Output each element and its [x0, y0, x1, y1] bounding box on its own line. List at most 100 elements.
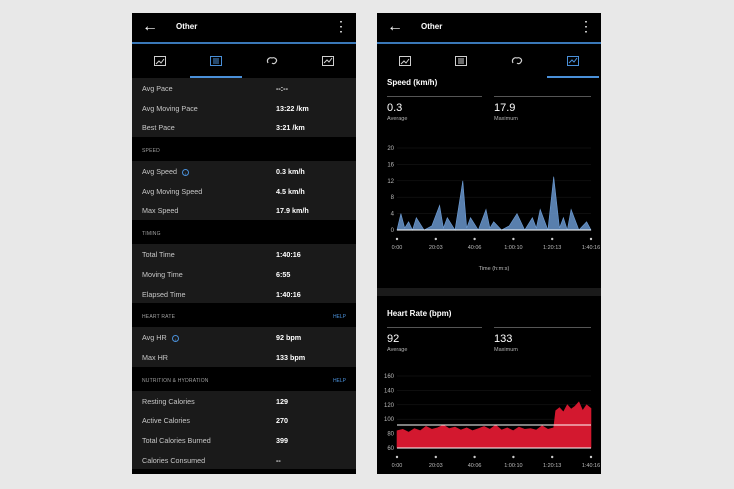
y-tick-label: 16 — [387, 162, 394, 168]
section-header-heart-rate: HEART RATE HELP — [132, 303, 356, 328]
tab-laps[interactable] — [489, 44, 545, 78]
stat-label: Active Calories — [142, 416, 190, 426]
section-title: NUTRITION & HYDRATION — [142, 377, 209, 384]
stat-value: 1:40:16 — [276, 289, 301, 299]
x-tick-marker — [512, 455, 515, 459]
hr-chart-title: Heart Rate (bpm) — [387, 309, 452, 318]
list-icon — [455, 56, 467, 66]
x-tick-label: 40:06 — [468, 463, 482, 469]
help-link[interactable]: HELP — [332, 377, 346, 384]
app-bar-divider — [377, 42, 601, 44]
stat-label: Best Pace — [142, 123, 175, 133]
stat-value: 17.9 — [494, 102, 516, 114]
x-tick-label: 1:00:10 — [504, 245, 522, 251]
y-tick-label: 8 — [391, 195, 395, 201]
charts-panel: Speed (km/h) 0.3 Average 17.9 Maximum 0 4… — [377, 78, 601, 474]
tab-stats[interactable] — [188, 44, 244, 78]
y-tick-label: 60 — [387, 446, 394, 452]
stat-value: 0.3 — [387, 102, 403, 114]
page-title: Other — [421, 22, 443, 31]
tab-charts[interactable] — [545, 44, 601, 78]
tab-charts[interactable] — [300, 44, 356, 78]
image-icon — [399, 56, 411, 66]
series-area — [396, 401, 592, 449]
x-tick-label: 1:40:16 — [582, 245, 600, 251]
section-header-speed: SPEED — [132, 137, 356, 162]
laps-icon — [511, 57, 523, 65]
stat-value: 399 — [276, 435, 288, 445]
x-tick-label: 1:00:10 — [504, 463, 522, 469]
stat-value: 0.3 km/h — [276, 167, 305, 177]
stat-caption: Average — [387, 116, 408, 122]
stat-value: 129 — [276, 396, 288, 406]
tab-overview[interactable] — [377, 44, 433, 78]
stat-divider — [494, 96, 591, 97]
tab-overview[interactable] — [132, 44, 188, 78]
x-tick-marker — [434, 455, 437, 459]
stat-row-max-speed: Max Speed 17.9 km/h — [132, 200, 356, 221]
app-bar: ← Other ⋮ — [132, 13, 356, 44]
tab-bar — [132, 44, 356, 78]
x-tick-label: 40:06 — [468, 245, 482, 251]
stat-caption: Average — [387, 347, 408, 353]
back-arrow-icon[interactable]: ← — [142, 18, 158, 35]
x-tick-label: 1:20:13 — [543, 463, 561, 469]
stat-divider — [387, 96, 482, 97]
stat-row-resting-calories: Resting Calories 129 — [132, 390, 356, 411]
speed-chart-title: Speed (km/h) — [387, 78, 438, 87]
chart-icon — [322, 56, 334, 66]
stat-label: Resting Calories — [142, 396, 195, 406]
x-tick-label: 1:40:16 — [582, 463, 600, 469]
section-divider — [377, 288, 601, 296]
stats-list: Avg Pace --:-- Avg Moving Pace 13:22 /km B… — [132, 78, 356, 470]
stat-row-calories-consumed: Calories Consumed -- — [132, 449, 356, 470]
stat-label: Avg HR i — [142, 333, 179, 342]
series-area — [396, 176, 592, 231]
speed-chart[interactable]: 0 4 8 12 16 20 0:00 20:03 40:06 1:00:10 1:20:13 1:4… — [377, 140, 601, 286]
stat-label: Max HR — [142, 352, 168, 362]
stat-row-avg-moving-speed: Avg Moving Speed 4.5 km/h — [132, 180, 356, 201]
tab-stats[interactable] — [433, 44, 489, 78]
x-axis-title: Time (h:m:s) — [479, 266, 510, 272]
stat-label: Max Speed — [142, 206, 179, 216]
hr-average-stat: 92 Average — [387, 327, 482, 355]
more-options-icon[interactable]: ⋮ — [334, 18, 348, 34]
info-icon[interactable]: i — [171, 334, 179, 342]
stat-label-text: Avg Speed — [142, 167, 178, 177]
y-tick-label: 12 — [387, 179, 394, 185]
hr-maximum-stat: 133 Maximum — [494, 327, 591, 355]
charts-screen: ← Other ⋮ Speed (km/h) 0.3 Average 17.9 … — [377, 13, 601, 474]
stat-divider — [494, 327, 591, 328]
more-options-icon[interactable]: ⋮ — [579, 18, 593, 34]
x-tick-marker — [551, 455, 554, 459]
y-tick-label: 80 — [387, 432, 394, 438]
stat-label: Avg Speed i — [142, 167, 190, 177]
section-title: TIMING — [142, 231, 161, 238]
stat-label: Avg Pace — [142, 84, 173, 93]
info-icon[interactable]: i — [182, 168, 190, 176]
stat-divider — [387, 327, 482, 328]
tab-laps[interactable] — [244, 44, 300, 78]
x-tick-label: 20:03 — [429, 463, 443, 469]
y-tick-label: 120 — [384, 403, 395, 409]
stat-value: -- — [276, 455, 281, 465]
stat-row-avg-speed: Avg Speed i 0.3 km/h — [132, 161, 356, 181]
stat-row-avg-hr: Avg HR i 92 bpm — [132, 327, 356, 347]
x-tick-marker — [589, 237, 593, 241]
stat-value: 92 bpm — [276, 333, 302, 343]
stat-label: Avg Moving Pace — [142, 103, 198, 113]
section-title: SPEED — [142, 148, 160, 155]
y-tick-label: 0 — [391, 228, 395, 234]
back-arrow-icon[interactable]: ← — [387, 18, 403, 35]
x-tick-label: 1:20:13 — [543, 245, 561, 251]
stat-value: 4.5 km/h — [276, 186, 305, 196]
help-link[interactable]: HELP — [332, 314, 346, 321]
hr-chart[interactable]: 60 80 100 120 140 160 0:00 20:03 40:06 1:00:10 1:2… — [377, 368, 601, 474]
x-tick-label: 20:03 — [429, 245, 443, 251]
stat-label: Elapsed Time — [142, 289, 186, 299]
list-icon — [210, 56, 222, 66]
y-tick-label: 20 — [387, 146, 394, 152]
stat-row-moving-time: Moving Time 6:55 — [132, 263, 356, 284]
y-tick-label: 100 — [384, 417, 395, 423]
image-icon — [154, 56, 166, 66]
